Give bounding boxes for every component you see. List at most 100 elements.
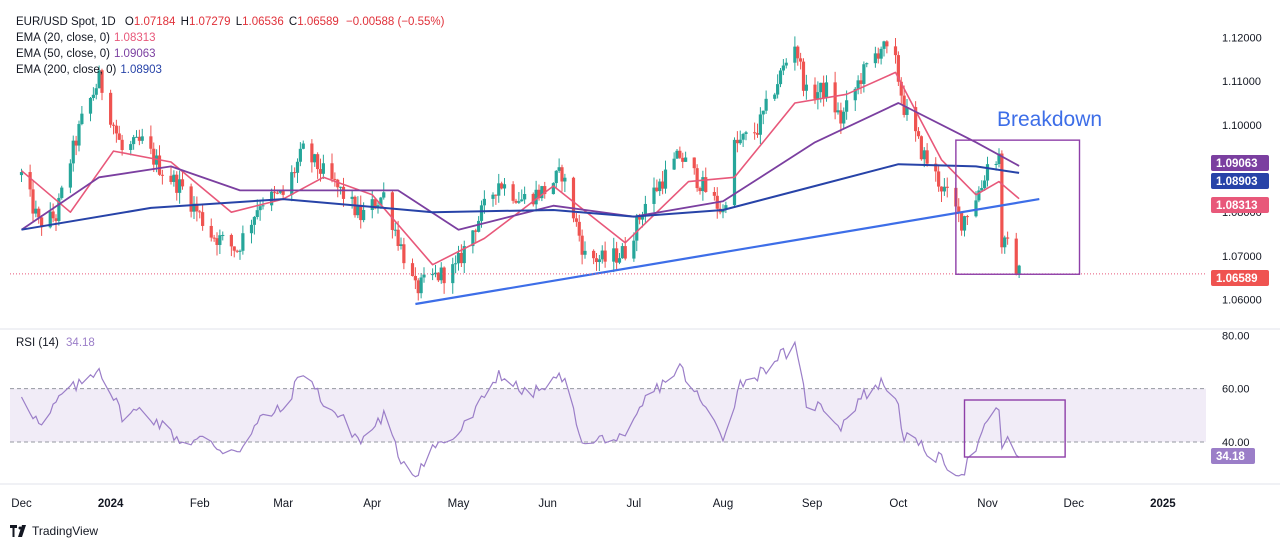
candle-body bbox=[580, 235, 584, 255]
candle-body bbox=[117, 133, 121, 140]
rsi-legend[interactable]: RSI (14) 34.18 bbox=[16, 337, 95, 349]
candle-body bbox=[865, 63, 869, 65]
price-axis-tick: 1.10000 bbox=[1222, 120, 1262, 132]
close-value: 1.06589 bbox=[297, 16, 339, 28]
candle-body bbox=[523, 194, 527, 200]
candle-body bbox=[235, 250, 239, 252]
ema200-row[interactable]: EMA (200, close, 0) 1.08903 bbox=[16, 62, 444, 78]
ema200-line bbox=[21, 163, 1020, 231]
candle-body bbox=[620, 246, 624, 259]
price-label-badge bbox=[1211, 197, 1269, 213]
high-value: 1.07279 bbox=[188, 16, 231, 28]
ema50-line bbox=[20, 102, 1020, 231]
candle-body bbox=[615, 248, 619, 263]
candle-body bbox=[1014, 238, 1018, 275]
candle-body bbox=[31, 189, 35, 214]
ema50-value: 1.09063 bbox=[113, 48, 156, 60]
candle-body bbox=[255, 210, 259, 217]
candle-body bbox=[594, 258, 599, 263]
candle-body bbox=[801, 61, 806, 91]
price-label-text: 1.08313 bbox=[1216, 200, 1258, 212]
candle-body bbox=[109, 92, 113, 125]
candle-body bbox=[663, 169, 668, 189]
candle-body bbox=[862, 64, 866, 84]
candle-body bbox=[603, 250, 607, 262]
candle-body bbox=[241, 233, 245, 251]
time-axis-tick: Dec bbox=[1064, 498, 1085, 510]
candle-body bbox=[914, 107, 918, 132]
ema20-row[interactable]: EMA (20, close, 0) 1.08313 bbox=[16, 30, 444, 46]
candle-body bbox=[577, 221, 581, 236]
candle-body bbox=[551, 183, 555, 195]
candle-body bbox=[195, 203, 199, 212]
candle-body bbox=[189, 186, 193, 212]
ema20-line bbox=[20, 71, 1020, 266]
time-axis-tick: Apr bbox=[363, 498, 381, 510]
candle-body bbox=[773, 94, 777, 99]
ema50-row[interactable]: EMA (50, close, 0) 1.09063 bbox=[16, 46, 444, 62]
candle-body bbox=[209, 225, 213, 238]
candle-body bbox=[724, 205, 728, 210]
candle-body bbox=[54, 218, 58, 221]
candle-body bbox=[661, 181, 665, 189]
candle-body bbox=[51, 211, 55, 219]
close-label: C bbox=[288, 16, 298, 28]
candle-body bbox=[270, 191, 274, 206]
candle-body bbox=[502, 184, 507, 189]
candle-body bbox=[534, 189, 538, 205]
candle-body bbox=[784, 62, 788, 66]
candle-body bbox=[341, 186, 346, 199]
candle-body bbox=[436, 272, 440, 281]
candle-body bbox=[753, 132, 757, 134]
candle-body bbox=[945, 186, 949, 188]
price-label-badge bbox=[1211, 270, 1269, 286]
candle-body bbox=[675, 150, 679, 159]
candle-body bbox=[957, 206, 961, 213]
candle-body bbox=[402, 244, 406, 264]
watermark-text: TradingView bbox=[32, 524, 99, 538]
candle-body bbox=[623, 246, 627, 259]
candle-body bbox=[856, 80, 860, 89]
candle-body bbox=[741, 134, 745, 140]
candle-body bbox=[804, 84, 808, 91]
candle-body bbox=[77, 124, 81, 146]
candle-body bbox=[876, 53, 880, 59]
candle-body bbox=[1006, 237, 1010, 239]
candle-body bbox=[71, 140, 75, 164]
candle-body bbox=[781, 65, 785, 71]
candle-body bbox=[459, 252, 463, 264]
candle-body bbox=[442, 267, 446, 284]
time-axis-tick: Mar bbox=[273, 498, 293, 510]
candle-body bbox=[681, 157, 685, 162]
candle-body bbox=[962, 216, 967, 231]
candle-body bbox=[882, 41, 886, 49]
candle-body bbox=[60, 187, 64, 198]
candle-body bbox=[249, 224, 254, 234]
candle-body bbox=[853, 88, 857, 101]
tradingview-watermark[interactable]: TradingView bbox=[10, 524, 98, 538]
candle-body bbox=[965, 216, 969, 218]
candle-body bbox=[560, 167, 564, 182]
candle-body bbox=[793, 46, 797, 63]
candle-body bbox=[451, 264, 455, 284]
candle-body bbox=[192, 203, 196, 212]
candle-body bbox=[755, 133, 760, 135]
candle-body bbox=[960, 212, 964, 231]
candle-body bbox=[477, 220, 481, 232]
price-axis-tick: 1.07000 bbox=[1222, 251, 1262, 263]
candle-body bbox=[19, 172, 24, 176]
candle-body bbox=[678, 150, 682, 158]
candle-body bbox=[764, 98, 768, 111]
candle-body bbox=[985, 164, 990, 181]
candle-body bbox=[600, 250, 604, 260]
candle-body bbox=[350, 196, 354, 199]
candle-body bbox=[842, 111, 846, 124]
candle-body bbox=[88, 97, 93, 114]
candle-body bbox=[652, 187, 656, 204]
change-value: −0.00588 (−0.55%) bbox=[346, 16, 445, 28]
symbol-label[interactable]: EUR/USD Spot, 1D bbox=[16, 16, 116, 28]
candle-body bbox=[494, 194, 498, 196]
candle-body bbox=[597, 259, 601, 263]
candle-body bbox=[617, 258, 622, 263]
